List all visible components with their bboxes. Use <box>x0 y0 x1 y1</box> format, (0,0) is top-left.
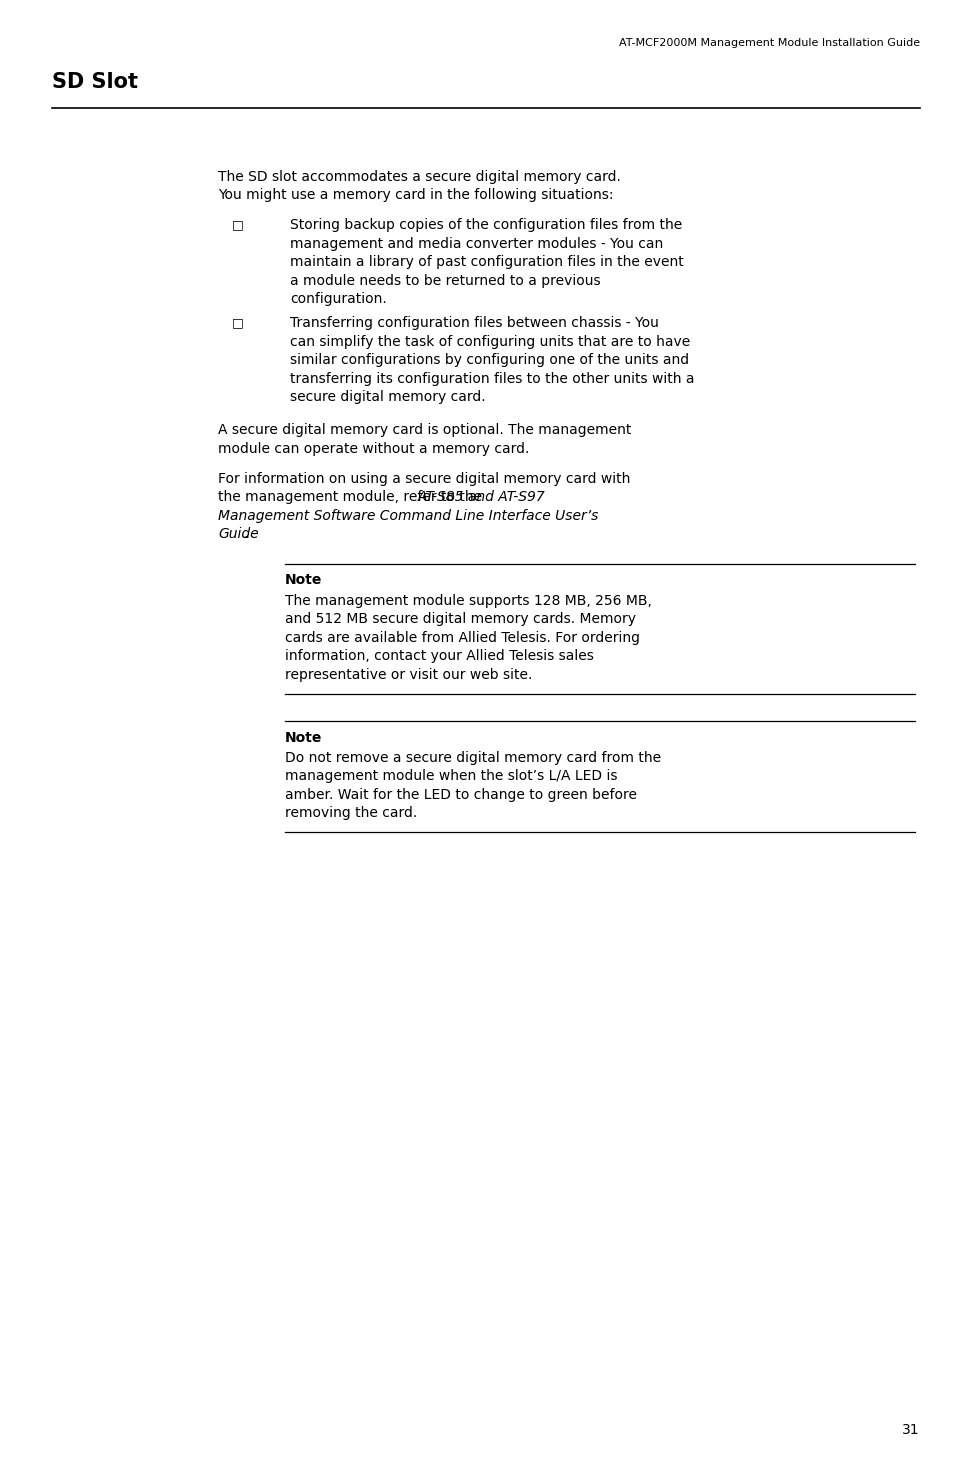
Text: AT-S85 and AT-S97: AT-S85 and AT-S97 <box>417 490 545 504</box>
Text: A secure digital memory card is optional. The management: A secure digital memory card is optional… <box>218 423 631 438</box>
Text: Transferring configuration files between chassis - You: Transferring configuration files between… <box>290 316 659 330</box>
Text: management module when the slot’s L/A LED is: management module when the slot’s L/A LE… <box>285 770 617 783</box>
Text: Do not remove a secure digital memory card from the: Do not remove a secure digital memory ca… <box>285 751 660 766</box>
Text: Storing backup copies of the configuration files from the: Storing backup copies of the configurati… <box>290 218 681 232</box>
Text: Note: Note <box>285 730 322 745</box>
Text: SD Slot: SD Slot <box>52 72 138 91</box>
Text: information, contact your Allied Telesis sales: information, contact your Allied Telesis… <box>285 649 594 664</box>
Text: You might use a memory card in the following situations:: You might use a memory card in the follo… <box>218 189 613 202</box>
Text: secure digital memory card.: secure digital memory card. <box>290 391 485 404</box>
Text: The SD slot accommodates a secure digital memory card.: The SD slot accommodates a secure digita… <box>218 170 620 184</box>
Text: amber. Wait for the LED to change to green before: amber. Wait for the LED to change to gre… <box>285 788 637 802</box>
Text: module can operate without a memory card.: module can operate without a memory card… <box>218 442 529 456</box>
Text: maintain a library of past configuration files in the event: maintain a library of past configuration… <box>290 255 683 268</box>
Text: .: . <box>244 527 248 541</box>
Text: Management Software Command Line Interface User’s: Management Software Command Line Interfa… <box>218 509 598 522</box>
Text: AT-MCF2000M Management Module Installation Guide: AT-MCF2000M Management Module Installati… <box>618 38 919 49</box>
Text: the management module, refer to the: the management module, refer to the <box>218 490 486 504</box>
Text: □: □ <box>232 316 244 329</box>
Text: management and media converter modules - You can: management and media converter modules -… <box>290 236 662 251</box>
Text: can simplify the task of configuring units that are to have: can simplify the task of configuring uni… <box>290 335 690 348</box>
Text: configuration.: configuration. <box>290 292 386 307</box>
Text: transferring its configuration files to the other units with a: transferring its configuration files to … <box>290 372 694 385</box>
Text: Guide: Guide <box>218 527 258 541</box>
Text: For information on using a secure digital memory card with: For information on using a secure digita… <box>218 472 630 485</box>
Text: 31: 31 <box>902 1423 919 1437</box>
Text: and 512 MB secure digital memory cards. Memory: and 512 MB secure digital memory cards. … <box>285 612 636 627</box>
Text: a module needs to be returned to a previous: a module needs to be returned to a previ… <box>290 273 600 288</box>
Text: □: □ <box>232 218 244 232</box>
Text: The management module supports 128 MB, 256 MB,: The management module supports 128 MB, 2… <box>285 593 651 608</box>
Text: similar configurations by configuring one of the units and: similar configurations by configuring on… <box>290 353 688 367</box>
Text: representative or visit our web site.: representative or visit our web site. <box>285 668 532 681</box>
Text: Note: Note <box>285 574 322 587</box>
Text: cards are available from Allied Telesis. For ordering: cards are available from Allied Telesis.… <box>285 631 639 645</box>
Text: removing the card.: removing the card. <box>285 807 416 820</box>
